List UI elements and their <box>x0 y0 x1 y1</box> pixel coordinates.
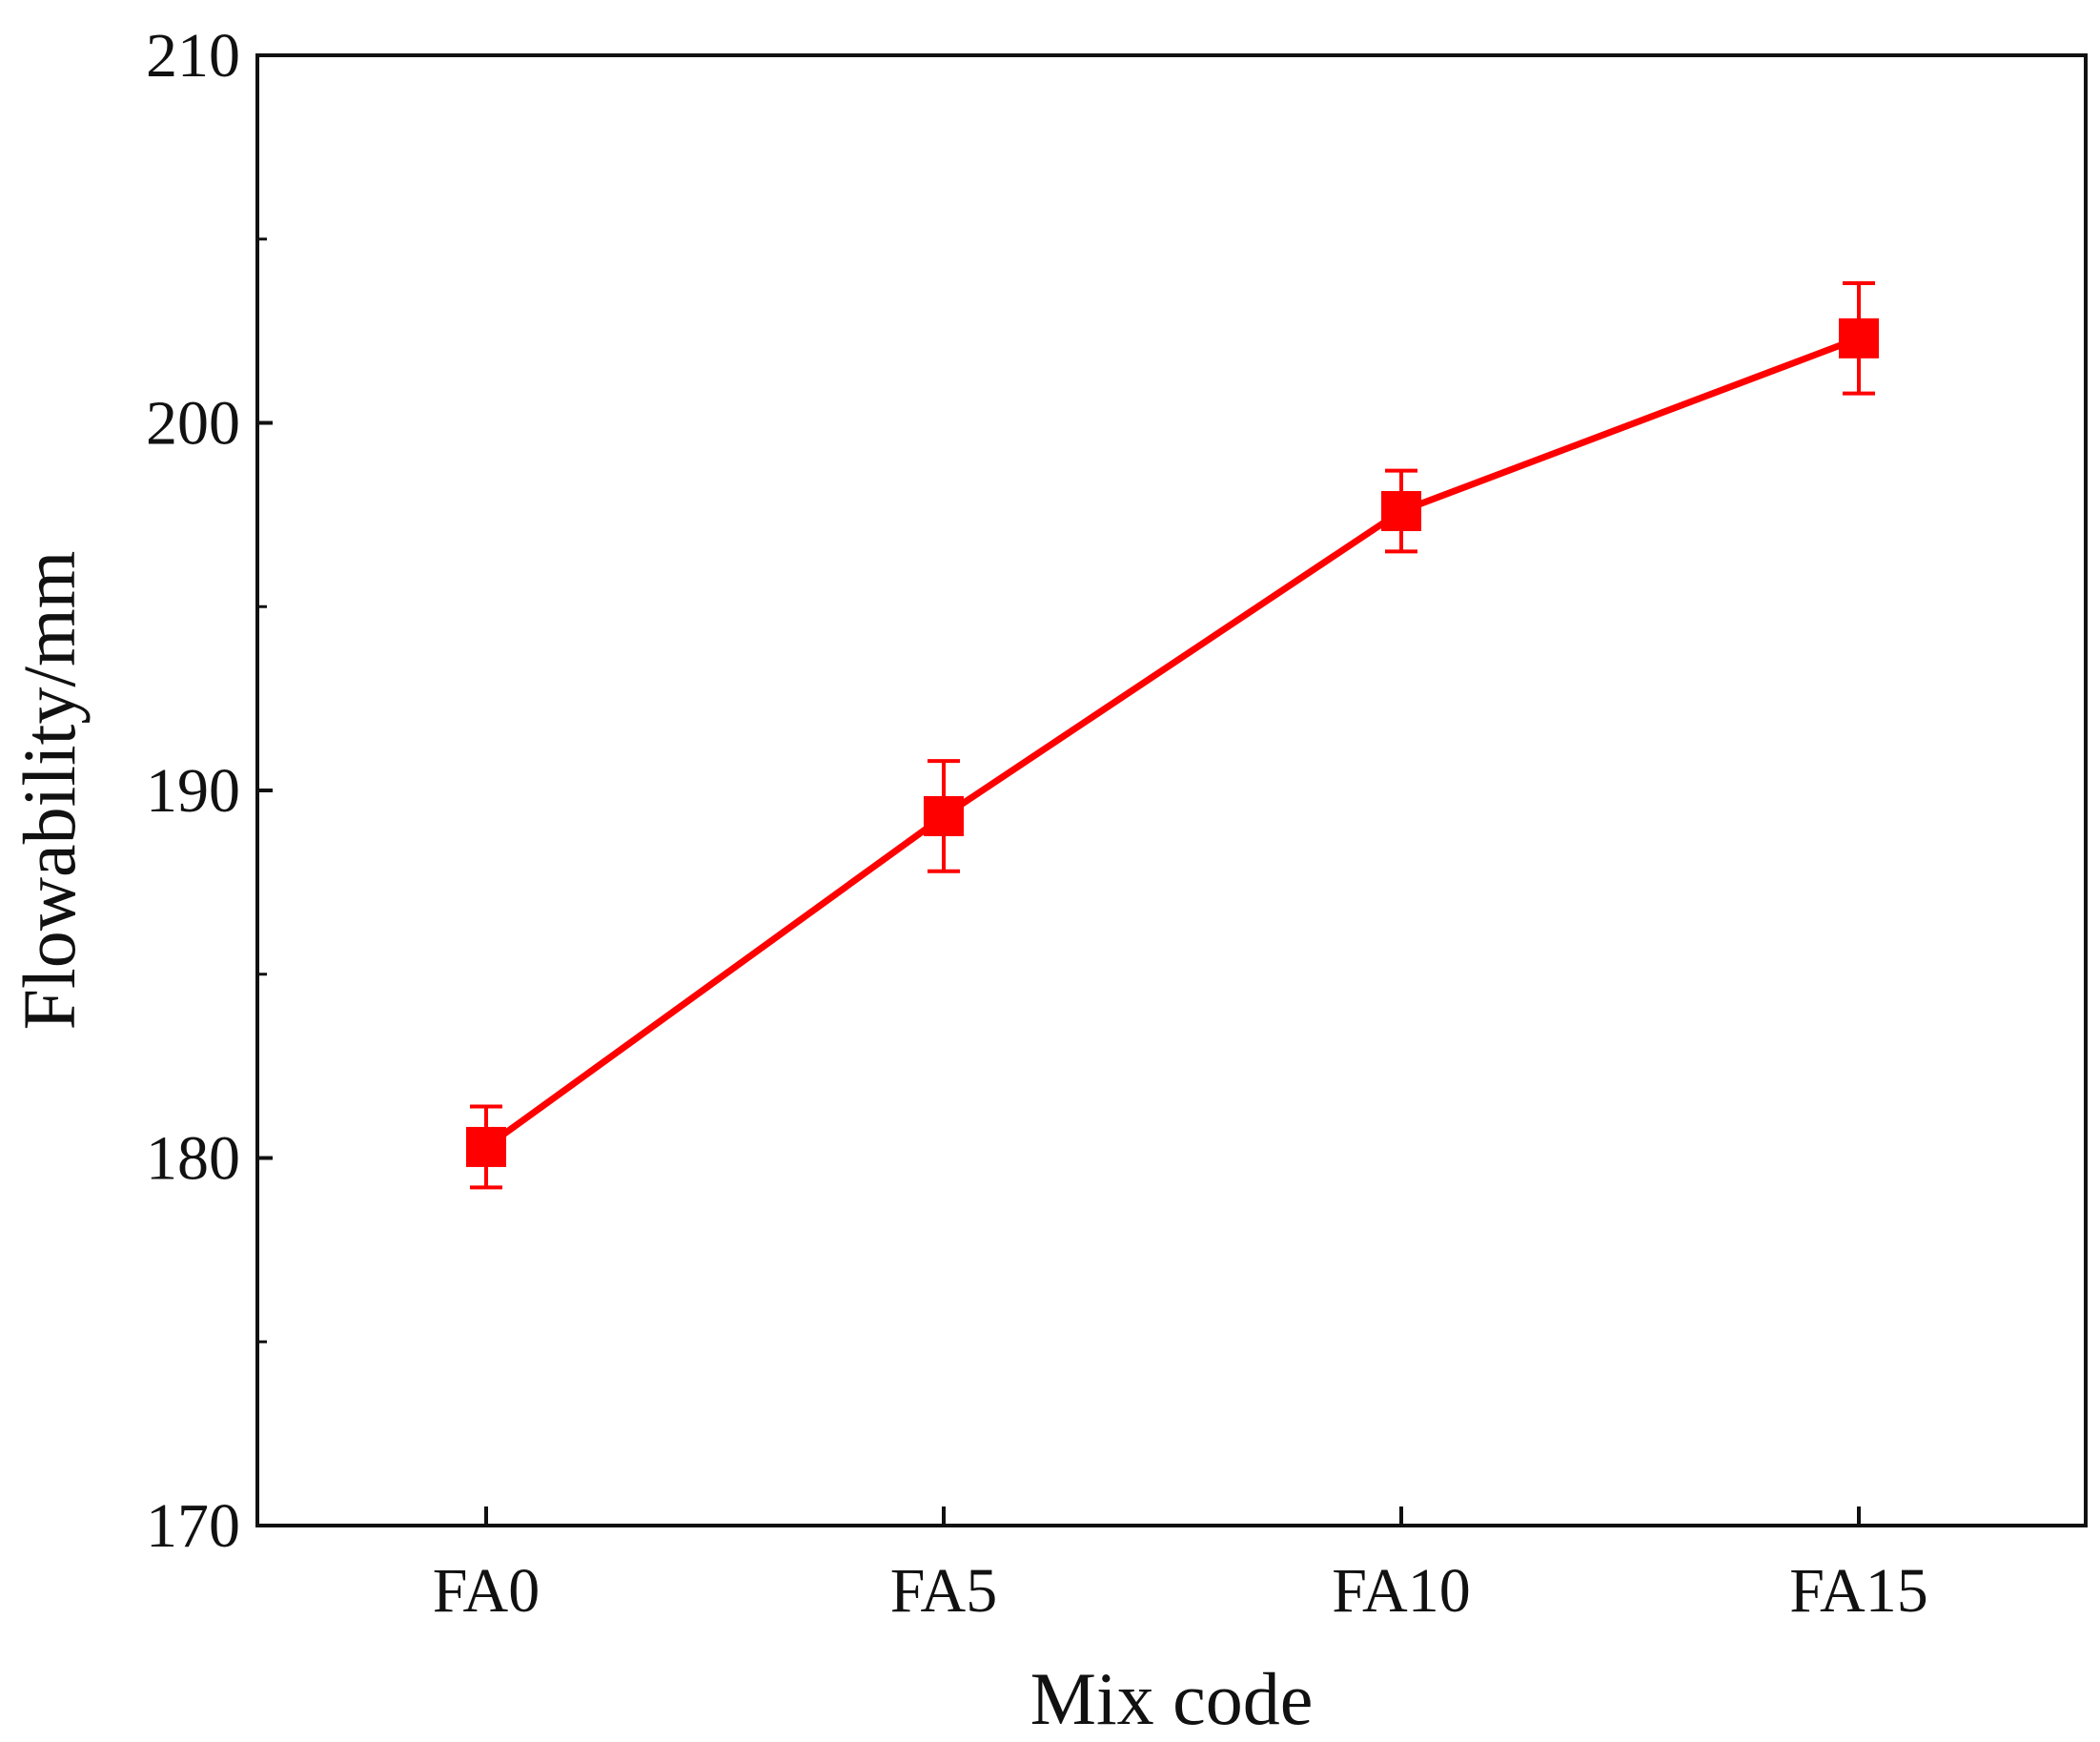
y-tick-label: 210 <box>146 21 240 91</box>
x-axis: FA0 FA5 FA10 FA15 <box>433 1506 1928 1626</box>
series-line-layer <box>482 335 1863 1151</box>
y-tick-label: 200 <box>146 389 240 459</box>
marker-layer <box>466 318 1879 1167</box>
series-line-segment <box>1397 335 1863 515</box>
series-line-segment <box>482 812 948 1151</box>
x-tick-label: FA15 <box>1789 1556 1927 1626</box>
error-bar-layer <box>470 281 1875 1190</box>
plot-frame <box>255 53 2088 1527</box>
data-point-marker <box>1381 491 1421 532</box>
x-tick-label: FA10 <box>1332 1556 1470 1626</box>
data-point-marker <box>1839 318 1879 359</box>
x-tick-label: FA0 <box>433 1556 540 1626</box>
plot-border <box>255 53 2088 1527</box>
x-axis-title: Mix code <box>1030 1657 1314 1740</box>
data-point-marker <box>924 795 964 836</box>
y-tick-label: 180 <box>146 1124 240 1194</box>
y-tick-label: 190 <box>146 756 240 826</box>
y-tick-label: 170 <box>146 1491 240 1561</box>
y-axis-title: Flowability/mm <box>8 551 91 1031</box>
series-line-segment <box>940 507 1405 820</box>
x-tick-label: FA5 <box>890 1556 997 1626</box>
y-axis: 170 180 190 200 210 <box>146 21 273 1561</box>
data-point-marker <box>466 1126 506 1167</box>
